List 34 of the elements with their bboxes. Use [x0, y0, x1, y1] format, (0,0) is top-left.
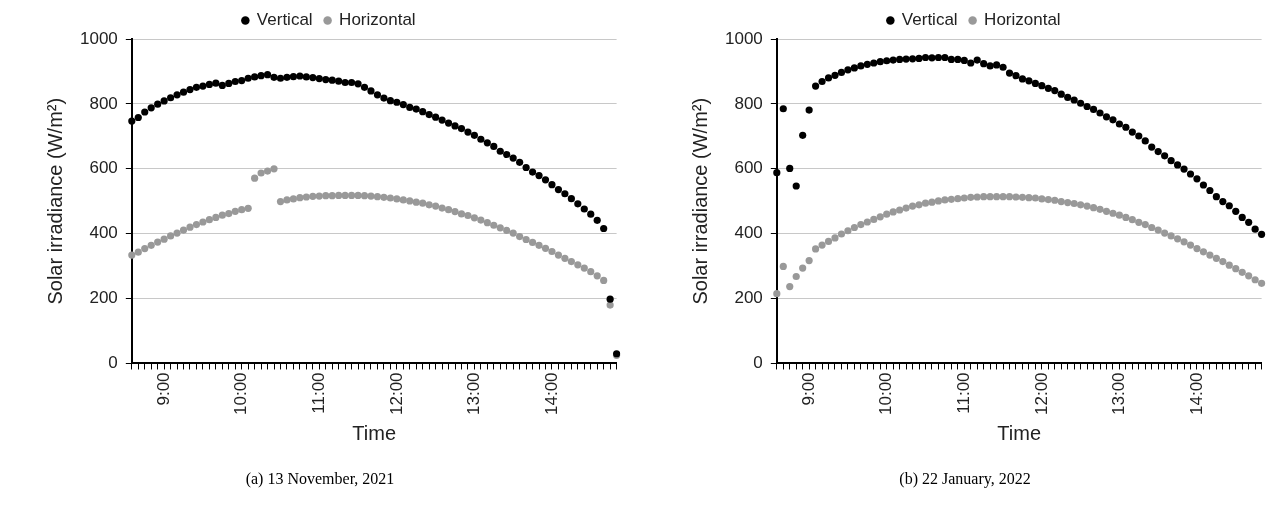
text: (b) 22 January, 2022 [898, 470, 1032, 488]
y-tick-label: 0 [108, 353, 118, 373]
y-tick-label: 400 [89, 223, 118, 243]
x-tick-label: 11:00 [308, 372, 328, 414]
y-tick-label: 200 [734, 288, 763, 308]
x-tick-label: 13:00 [1109, 372, 1129, 416]
y-tick-label: 200 [89, 288, 118, 308]
y-axis-title: Solar irradiance (W/m²) [43, 97, 66, 305]
x-tick-label: 10:00 [231, 372, 251, 416]
legend-label: Vertical [901, 10, 958, 30]
x-axis-title: Time [352, 421, 397, 444]
x-tick-label: 14:00 [1186, 372, 1206, 416]
legend-label: Vertical [256, 10, 313, 30]
x-tick-label: 13:00 [464, 372, 484, 416]
y-tick-label: 0 [753, 353, 763, 373]
legend-label: Horizontal [984, 10, 1061, 30]
x-tick-label: 14:00 [541, 372, 561, 416]
legend-label: Horizontal [339, 10, 416, 30]
y-tick-label: 1000 [724, 28, 763, 48]
y-tick-label: 1000 [79, 28, 118, 48]
x-tick-label: 9:00 [153, 372, 173, 406]
x-tick-label: 10:00 [876, 372, 896, 416]
x-tick-label: 11:00 [953, 372, 973, 414]
y-axis-title: Solar irradiance (W/m²) [688, 97, 711, 305]
x-tick-label: 12:00 [386, 372, 406, 416]
y-tick-label: 800 [89, 93, 118, 113]
x-axis-title: Time [997, 421, 1042, 444]
x-tick-label: 9:00 [798, 372, 818, 406]
x-tick-label: 12:00 [1031, 372, 1051, 416]
y-tick-label: 800 [734, 93, 763, 113]
y-tick-label: 400 [734, 223, 763, 243]
y-tick-label: 600 [89, 158, 118, 178]
y-tick-label: 600 [734, 158, 763, 178]
text: (a) 13 November, 2021 [244, 470, 396, 488]
